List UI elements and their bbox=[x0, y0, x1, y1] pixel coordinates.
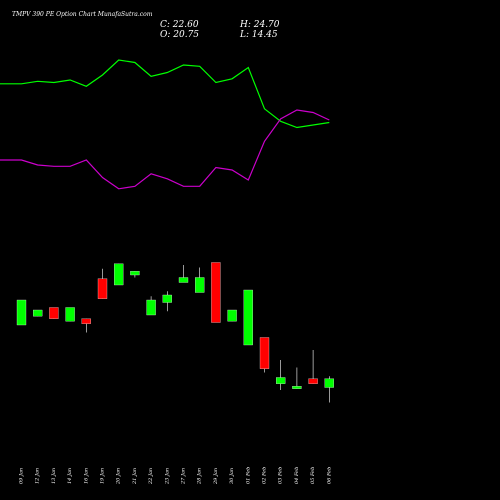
candle-body bbox=[33, 309, 43, 317]
candles bbox=[16, 262, 334, 403]
candle-15 bbox=[243, 289, 253, 346]
candle-body bbox=[243, 289, 253, 346]
x-tick-label: 20 Jan bbox=[116, 468, 122, 485]
candle-body bbox=[65, 307, 75, 322]
candle-11 bbox=[178, 265, 189, 283]
candle-18 bbox=[292, 367, 302, 389]
candle-body bbox=[97, 278, 108, 299]
x-tick-label: 21 Jan bbox=[132, 468, 138, 485]
x-tick-label: 02 Feb bbox=[262, 467, 268, 484]
candle-body bbox=[162, 294, 172, 303]
candle-body bbox=[292, 386, 302, 389]
candle-2 bbox=[33, 309, 43, 317]
candle-9 bbox=[146, 296, 156, 316]
candle-13 bbox=[211, 262, 221, 323]
low-readout: L: 14.45 bbox=[239, 30, 278, 40]
candle-body bbox=[195, 277, 205, 293]
x-tick-label: 09 Jan bbox=[19, 468, 25, 484]
candle-body bbox=[178, 277, 189, 283]
candle-body bbox=[114, 263, 124, 286]
candle-body bbox=[130, 271, 140, 276]
candle-8 bbox=[130, 271, 140, 278]
candle-19 bbox=[308, 350, 318, 384]
x-axis-ticks: 09 Jan 12 Jan 13 Jan 14 Jan 16 Jan 19 Jan 20 J… bbox=[19, 467, 333, 485]
candle-1 bbox=[16, 299, 27, 326]
x-tick-label: 22 Jan bbox=[148, 468, 154, 485]
open-readout: O: 20.75 bbox=[160, 30, 199, 40]
x-tick-label: 04 Feb bbox=[294, 467, 300, 484]
candle-10 bbox=[162, 291, 172, 312]
candle-3 bbox=[49, 307, 59, 319]
x-tick-label: 01 Feb bbox=[245, 467, 251, 484]
x-tick-label: 12 Jan bbox=[35, 468, 41, 484]
x-tick-label: 13 Jan bbox=[51, 468, 57, 484]
x-tick-label: 28 Jan bbox=[197, 468, 203, 485]
x-tick-label: 05 Feb bbox=[310, 467, 316, 484]
candle-14 bbox=[227, 309, 237, 322]
candle-body bbox=[49, 307, 59, 319]
candle-body bbox=[146, 299, 156, 316]
lower-band-line bbox=[0, 109, 330, 190]
candle-6 bbox=[97, 268, 108, 299]
candle-4 bbox=[65, 307, 75, 322]
candle-body bbox=[308, 378, 318, 384]
candle-12 bbox=[195, 267, 205, 293]
x-tick-label: 27 Jan bbox=[181, 468, 187, 485]
candle-body bbox=[211, 262, 221, 323]
candle-body bbox=[16, 299, 27, 326]
high-readout: H: 24.70 bbox=[239, 20, 280, 30]
close-readout: C: 22.60 bbox=[160, 20, 199, 30]
candle-16 bbox=[259, 337, 270, 373]
x-tick-label: 03 Feb bbox=[278, 467, 284, 484]
candle-body bbox=[259, 337, 270, 369]
x-tick-label: 16 Jan bbox=[83, 468, 89, 484]
candle-5 bbox=[81, 318, 91, 333]
x-tick-label: 29 Jan bbox=[213, 468, 219, 485]
x-tick-label: 30 Jan bbox=[229, 468, 235, 484]
x-tick-label: 06 Feb bbox=[326, 467, 332, 484]
chart-title: TMPV 390 PE Option Chart MunafaSutra.com bbox=[12, 11, 153, 18]
candle-17 bbox=[276, 360, 286, 390]
candle-body bbox=[81, 318, 91, 324]
x-tick-label: 14 Jan bbox=[67, 468, 73, 484]
candle-body bbox=[324, 378, 334, 388]
candle-body bbox=[227, 309, 237, 322]
candle-20 bbox=[324, 376, 334, 403]
upper-band-line bbox=[0, 59, 330, 129]
candle-7 bbox=[114, 263, 124, 286]
indicator-lines bbox=[0, 59, 330, 190]
candle-body bbox=[276, 377, 286, 384]
x-tick-label: 19 Jan bbox=[100, 468, 106, 484]
x-tick-label: 23 Jan bbox=[164, 468, 170, 485]
